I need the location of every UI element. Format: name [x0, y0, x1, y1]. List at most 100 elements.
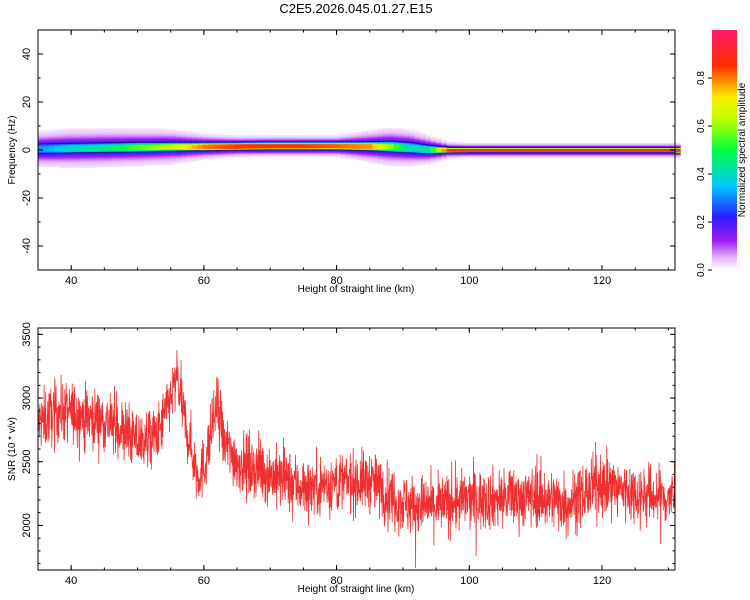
spectrogram-cell — [207, 153, 214, 155]
spectrogram-cell — [287, 147, 294, 149]
spectrogram-cell — [398, 146, 405, 148]
spectrogram-cell — [239, 142, 246, 145]
spectrogram-cell — [436, 138, 442, 140]
spectrogram-cell — [420, 147, 426, 149]
spectrogram-cell — [404, 133, 410, 135]
spectrogram-cell — [308, 153, 315, 155]
spectrogram-cell — [170, 131, 177, 133]
spectrogram-cell — [160, 151, 166, 153]
spectrogram-cell — [59, 145, 65, 148]
spectrogram-cell — [319, 138, 326, 140]
spectrogram-cell — [53, 144, 60, 147]
spectrogram-cell — [191, 156, 198, 158]
spectrogram-cell — [122, 140, 129, 143]
spectrogram-cell — [170, 137, 177, 139]
spectrogram-cell — [361, 141, 368, 144]
spectrogram-cell — [536, 153, 543, 155]
spectrogram-cell — [80, 131, 87, 133]
spectrogram-cell — [388, 163, 395, 166]
spectrogram-cell — [170, 147, 177, 149]
spectrogram-cell — [383, 144, 389, 147]
spectrogram-cell — [176, 138, 182, 140]
spectrogram-cell — [531, 144, 538, 147]
spectrogram-cell — [632, 142, 639, 145]
spectrogram-cell — [409, 160, 416, 162]
spectrogram-cell — [128, 153, 134, 155]
spectrogram-cell — [383, 143, 389, 146]
spectrogram-cell — [271, 135, 278, 137]
spectrogram-cell — [154, 147, 161, 149]
spectrogram-cell — [186, 156, 193, 158]
spectrogram-cell — [298, 153, 304, 155]
spectrogram-cell — [91, 166, 97, 169]
spectrogram-cell — [372, 141, 379, 144]
spectrogram-cell — [579, 154, 586, 156]
spectrogram-cell — [197, 134, 203, 136]
spectrogram-cell — [53, 149, 60, 151]
spectrogram-cell — [627, 150, 633, 152]
spectrogram-cell — [144, 158, 150, 160]
spectrogram-cell — [340, 141, 347, 144]
spectrogram-cell — [197, 142, 203, 145]
spectrogram-cell — [605, 148, 612, 150]
spectrogram-cell — [48, 155, 55, 157]
spectrogram-cells — [37, 128, 681, 169]
spectrogram-cell — [457, 143, 464, 146]
spectrogram-cell — [255, 139, 262, 142]
spectrogram-cell — [38, 165, 44, 168]
spectrogram-cell — [552, 143, 559, 146]
spectrogram-cell — [483, 153, 490, 155]
spectrogram-cell — [404, 151, 410, 153]
spectrogram-cell — [521, 150, 527, 152]
spectrogram-cell — [165, 138, 172, 141]
spectrogram-cell — [335, 136, 341, 138]
spectrogram-cell — [75, 129, 81, 131]
spectrogram-cell — [430, 137, 437, 139]
spectrogram-cell — [101, 153, 108, 155]
spectrogram-cell — [345, 137, 352, 139]
spectrogram-cell — [452, 153, 458, 155]
spectrogram-cell — [563, 142, 570, 145]
spectrogram-cell — [96, 165, 103, 168]
spectrogram-cell — [457, 145, 464, 148]
spectrogram-cell — [154, 156, 161, 158]
spectrogram-cell — [340, 147, 347, 149]
spectrogram-cell — [101, 131, 108, 133]
colorbar-tick-label: 0.4 — [696, 167, 707, 181]
spectrogram-cell — [409, 162, 416, 165]
spectrogram-cell — [542, 153, 548, 155]
spectrogram-cell — [260, 138, 267, 140]
spectrogram-cell — [112, 139, 119, 142]
spectrogram-cell — [536, 148, 543, 150]
spectrogram-cell — [85, 131, 92, 133]
spectrogram-cell — [43, 141, 50, 144]
spectrogram-cell — [579, 144, 586, 147]
spectrogram-cell — [351, 147, 357, 149]
spectrogram-cell — [170, 134, 177, 136]
spectrogram-cell — [160, 149, 166, 151]
spectrogram-cell — [191, 158, 198, 160]
spectrogram-cell — [457, 142, 464, 145]
spectrogram-cell — [436, 147, 442, 149]
spectrogram-cell — [627, 153, 633, 155]
spectrogram-cell — [351, 144, 357, 147]
spectrogram-cell — [616, 148, 623, 150]
spectrogram-cell — [324, 142, 331, 145]
spectrogram-cell — [425, 160, 432, 162]
spectrogram-cell — [425, 159, 432, 161]
spectrogram-cell — [361, 147, 368, 149]
spectrogram-cell — [144, 140, 150, 143]
spectrogram-cell — [436, 159, 442, 161]
colorbar: 0.00.20.40.60.8 Normalized spectral ampl… — [696, 30, 748, 277]
spectrogram-cell — [271, 150, 278, 152]
spectrogram-cell — [372, 147, 379, 149]
spectrogram-cell — [160, 155, 166, 157]
spectrogram-cell — [107, 160, 113, 162]
spectrogram-cell — [122, 148, 129, 150]
spectrogram-cell — [552, 155, 559, 157]
spectrogram-cell — [314, 155, 320, 157]
spectrogram-cell — [101, 149, 108, 151]
spectrogram-cell — [452, 141, 458, 144]
spectrogram-cell — [372, 157, 379, 159]
spectrogram-cell — [101, 138, 108, 141]
